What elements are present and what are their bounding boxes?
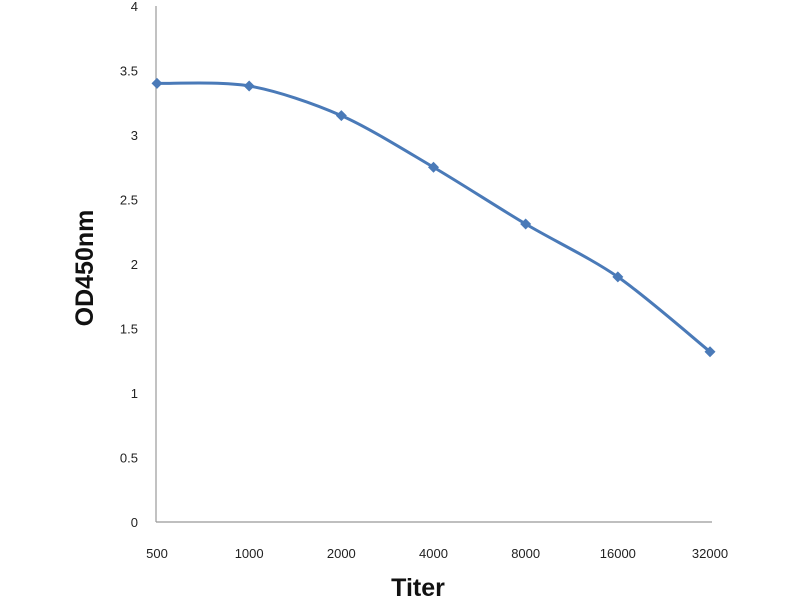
- x-tick-label: 8000: [511, 546, 540, 561]
- y-tick-label: 2: [131, 257, 138, 272]
- y-tick-label: 2.5: [120, 193, 138, 208]
- data-point-marker: [520, 218, 532, 230]
- x-tick-label: 16000: [600, 546, 636, 561]
- data-point-marker: [151, 77, 163, 89]
- y-tick-label: 4: [131, 0, 138, 14]
- data-point-marker: [335, 110, 347, 122]
- data-point-marker: [428, 161, 439, 173]
- y-tick-label: 0: [131, 515, 138, 530]
- x-tick-label: 500: [146, 546, 168, 561]
- data-point-marker: [704, 346, 716, 358]
- data-point-marker: [243, 80, 255, 92]
- x-axis-label: Titer: [391, 574, 445, 600]
- y-tick-label: 0.5: [120, 451, 138, 466]
- x-tick-label: 32000: [692, 546, 728, 561]
- x-tick-label: 1000: [235, 546, 264, 561]
- series-line: [156, 81, 711, 353]
- x-tick-label: 2000: [327, 546, 356, 561]
- y-axis-label: OD450nm: [71, 210, 99, 327]
- y-tick-label: 1.5: [120, 322, 138, 337]
- data-point-marker: [612, 271, 624, 283]
- x-tick-label: 4000: [419, 546, 448, 561]
- y-tick-label: 3: [131, 128, 138, 143]
- y-tick-label: 3.5: [120, 64, 138, 79]
- y-tick-label: 1: [131, 386, 138, 401]
